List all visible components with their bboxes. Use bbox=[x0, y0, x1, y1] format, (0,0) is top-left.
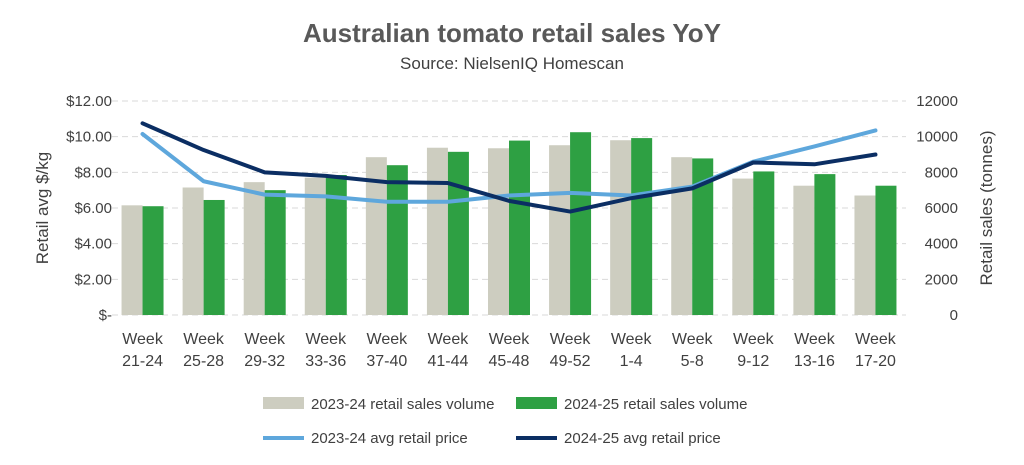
category-label: Week 25-28 bbox=[183, 331, 225, 370]
bar-2024-25-4 bbox=[386, 165, 408, 315]
right-tick-label: 12000 bbox=[916, 93, 958, 110]
legend: 2023-24 retail sales volume 2024-25 reta… bbox=[263, 396, 747, 447]
bars bbox=[121, 132, 897, 315]
left-tick-label: $10.00 bbox=[66, 129, 112, 146]
bar-2023-24-10 bbox=[732, 178, 754, 315]
bar-2023-24-0 bbox=[121, 205, 143, 315]
bar-2024-25-9 bbox=[692, 158, 714, 315]
bar-2023-24-6 bbox=[488, 148, 509, 315]
right-tick-label: 6000 bbox=[925, 200, 958, 217]
category-label: Week 13-16 bbox=[794, 331, 836, 370]
right-tick-label: 4000 bbox=[925, 236, 958, 253]
chart-title: Australian tomato retail sales YoY bbox=[303, 18, 721, 48]
left-tick-label: $6.00 bbox=[74, 200, 112, 217]
legend-label-2024-25-price: 2024-25 avg retail price bbox=[564, 430, 721, 447]
category-label: Week 41-44 bbox=[427, 331, 469, 370]
left-tick-label: $4.00 bbox=[74, 236, 112, 253]
right-axis-ticks: 0 2000 4000 6000 8000 10000 12000 bbox=[916, 93, 958, 324]
legend-label-2023-24-price: 2023-24 avg retail price bbox=[311, 430, 468, 447]
bar-2024-25-3 bbox=[325, 175, 347, 315]
bar-2023-24-9 bbox=[671, 157, 693, 315]
category-label: Week 9-12 bbox=[733, 331, 775, 370]
bar-2023-24-2 bbox=[243, 182, 265, 315]
category-label: Week 33-36 bbox=[305, 331, 347, 370]
category-label: Week 5-8 bbox=[672, 331, 714, 370]
bar-2024-25-7 bbox=[570, 132, 592, 315]
bar-2024-25-2 bbox=[264, 190, 286, 315]
legend-label-2023-24-volume: 2023-24 retail sales volume bbox=[311, 396, 494, 413]
lines bbox=[140, 121, 878, 214]
bar-2024-25-1 bbox=[203, 199, 225, 315]
category-label: Week 37-40 bbox=[366, 331, 408, 370]
right-tick-label: 0 bbox=[950, 307, 958, 324]
bar-2024-25-10 bbox=[753, 171, 775, 315]
bar-2023-24-5 bbox=[426, 147, 448, 315]
bar-2024-25-8 bbox=[631, 138, 653, 315]
left-tick-label: $- bbox=[99, 307, 112, 324]
category-label: Week 17-20 bbox=[855, 331, 897, 370]
legend-label-2024-25-volume: 2024-25 retail sales volume bbox=[564, 396, 747, 413]
left-tick-label: $8.00 bbox=[74, 164, 112, 181]
legend-swatch-2024-25-volume bbox=[516, 397, 557, 409]
left-axis-label: Retail avg $/kg bbox=[33, 152, 52, 264]
bar-2023-24-11 bbox=[793, 185, 815, 315]
bar-2023-24-7 bbox=[549, 145, 571, 315]
bar-2024-25-12 bbox=[875, 185, 897, 315]
category-label: Week 1-4 bbox=[611, 331, 653, 370]
category-label: Week 49-52 bbox=[550, 331, 592, 370]
category-label: Week 21-24 bbox=[122, 331, 164, 370]
category-labels: Week 21-24 Week 25-28 Week 29-32 Week 33-36 Week… bbox=[122, 331, 897, 370]
bar-2023-24-12 bbox=[854, 195, 876, 315]
right-tick-label: 2000 bbox=[925, 271, 958, 288]
bar-2024-25-5 bbox=[447, 151, 469, 315]
legend-swatch-2023-24-volume bbox=[263, 397, 304, 409]
bar-2024-25-11 bbox=[814, 174, 836, 315]
right-tick-label: 10000 bbox=[916, 129, 958, 146]
bar-2023-24-1 bbox=[182, 187, 204, 315]
bar-2023-24-8 bbox=[610, 140, 632, 315]
left-axis-ticks: $- $2.00 $4.00 $6.00 $8.00 $10.00 $12.00 bbox=[66, 93, 112, 324]
bar-2023-24-4 bbox=[365, 157, 387, 315]
category-label: Week 29-32 bbox=[244, 331, 286, 370]
bar-2023-24-3 bbox=[304, 177, 326, 315]
line-2024-25-price bbox=[140, 121, 878, 214]
category-label: Week 45-48 bbox=[489, 331, 531, 370]
left-tick-label: $2.00 bbox=[74, 271, 112, 288]
right-axis-label: Retail sales (tonnes) bbox=[977, 131, 996, 286]
bar-2024-25-0 bbox=[142, 206, 164, 315]
right-tick-label: 8000 bbox=[925, 164, 958, 181]
bar-2024-25-6 bbox=[509, 140, 530, 315]
chart-subtitle: Source: NielsenIQ Homescan bbox=[400, 54, 624, 73]
left-tick-label: $12.00 bbox=[66, 93, 112, 110]
